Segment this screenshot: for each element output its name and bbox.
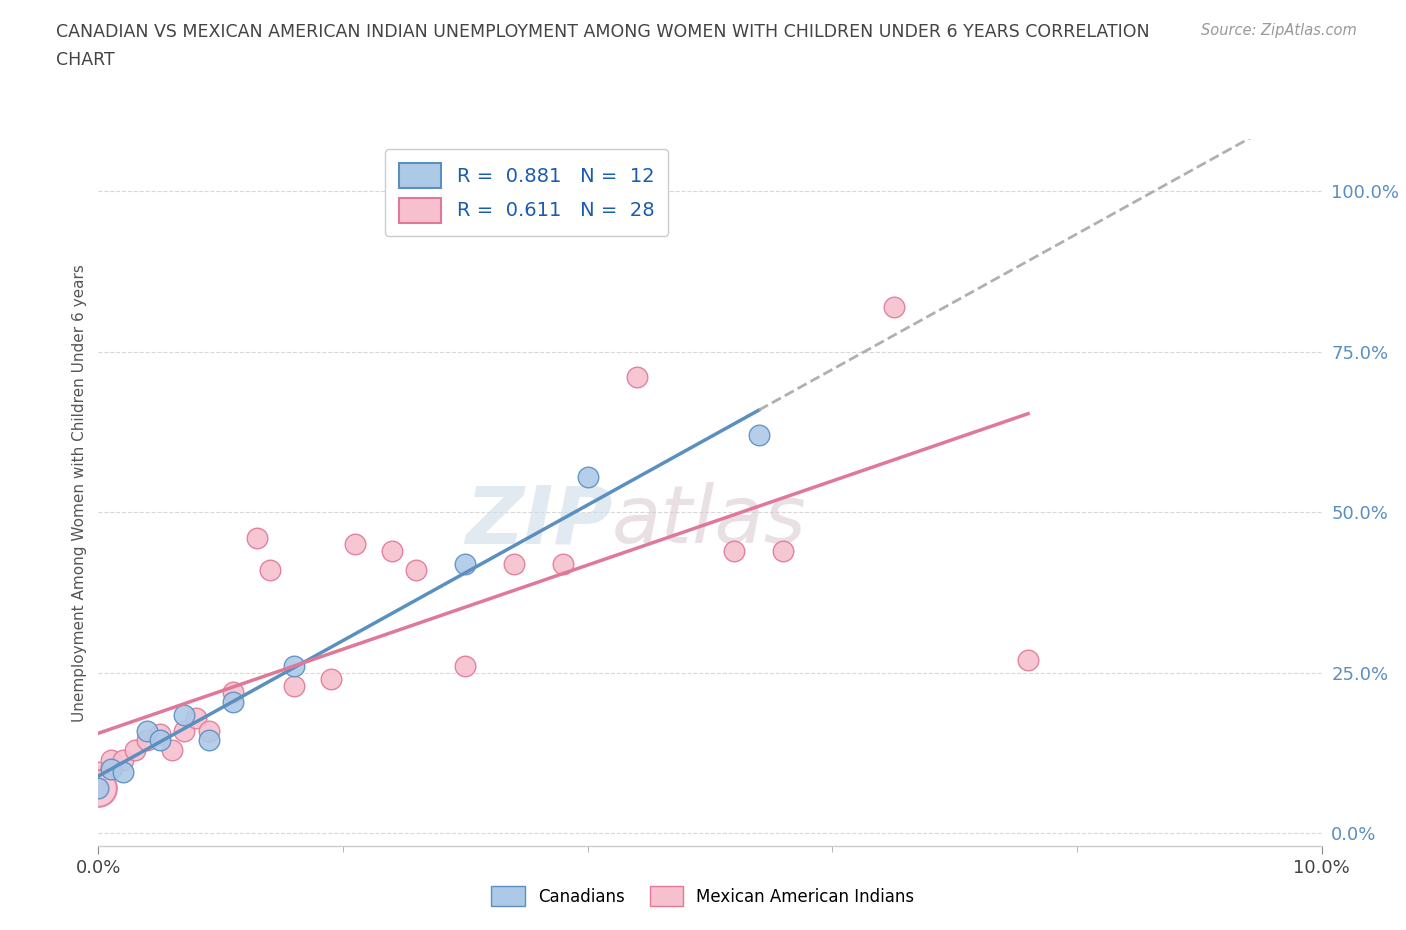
Point	[503, 556, 526, 571]
Point	[381, 543, 404, 558]
Point	[160, 742, 183, 757]
Point	[149, 733, 172, 748]
Point	[576, 470, 599, 485]
Point	[723, 543, 745, 558]
Legend: Canadians, Mexican American Indians: Canadians, Mexican American Indians	[485, 880, 921, 912]
Point	[186, 711, 208, 725]
Point	[173, 724, 195, 738]
Point	[283, 659, 305, 674]
Point	[222, 684, 245, 699]
Point	[197, 724, 219, 738]
Point	[87, 781, 110, 796]
Point	[100, 762, 122, 777]
Point	[124, 742, 146, 757]
Point	[259, 563, 281, 578]
Text: Source: ZipAtlas.com: Source: ZipAtlas.com	[1201, 23, 1357, 38]
Point	[100, 752, 122, 767]
Point	[136, 733, 159, 748]
Point	[883, 299, 905, 314]
Point	[111, 765, 134, 780]
Point	[283, 678, 305, 693]
Point	[149, 726, 172, 741]
Point	[136, 724, 159, 738]
Point	[1017, 653, 1039, 668]
Point	[111, 752, 134, 767]
Point	[222, 695, 245, 710]
Point	[772, 543, 794, 558]
Point	[405, 563, 427, 578]
Point	[87, 781, 110, 796]
Point	[344, 537, 367, 551]
Text: ZIP: ZIP	[465, 482, 612, 560]
Point	[319, 671, 342, 686]
Legend: R =  0.881   N =  12, R =  0.611   N =  28: R = 0.881 N = 12, R = 0.611 N = 28	[385, 149, 668, 236]
Point	[173, 707, 195, 722]
Point	[100, 762, 122, 777]
Text: CHART: CHART	[56, 51, 115, 69]
Point	[87, 781, 110, 796]
Y-axis label: Unemployment Among Women with Children Under 6 years: Unemployment Among Women with Children U…	[72, 264, 87, 722]
Point	[553, 556, 575, 571]
Point	[454, 556, 477, 571]
Text: atlas: atlas	[612, 482, 807, 560]
Point	[246, 530, 269, 545]
Point	[626, 370, 648, 385]
Point	[197, 733, 219, 748]
Point	[87, 765, 110, 780]
Text: CANADIAN VS MEXICAN AMERICAN INDIAN UNEMPLOYMENT AMONG WOMEN WITH CHILDREN UNDER: CANADIAN VS MEXICAN AMERICAN INDIAN UNEM…	[56, 23, 1150, 41]
Point	[454, 659, 477, 674]
Point	[748, 428, 770, 443]
